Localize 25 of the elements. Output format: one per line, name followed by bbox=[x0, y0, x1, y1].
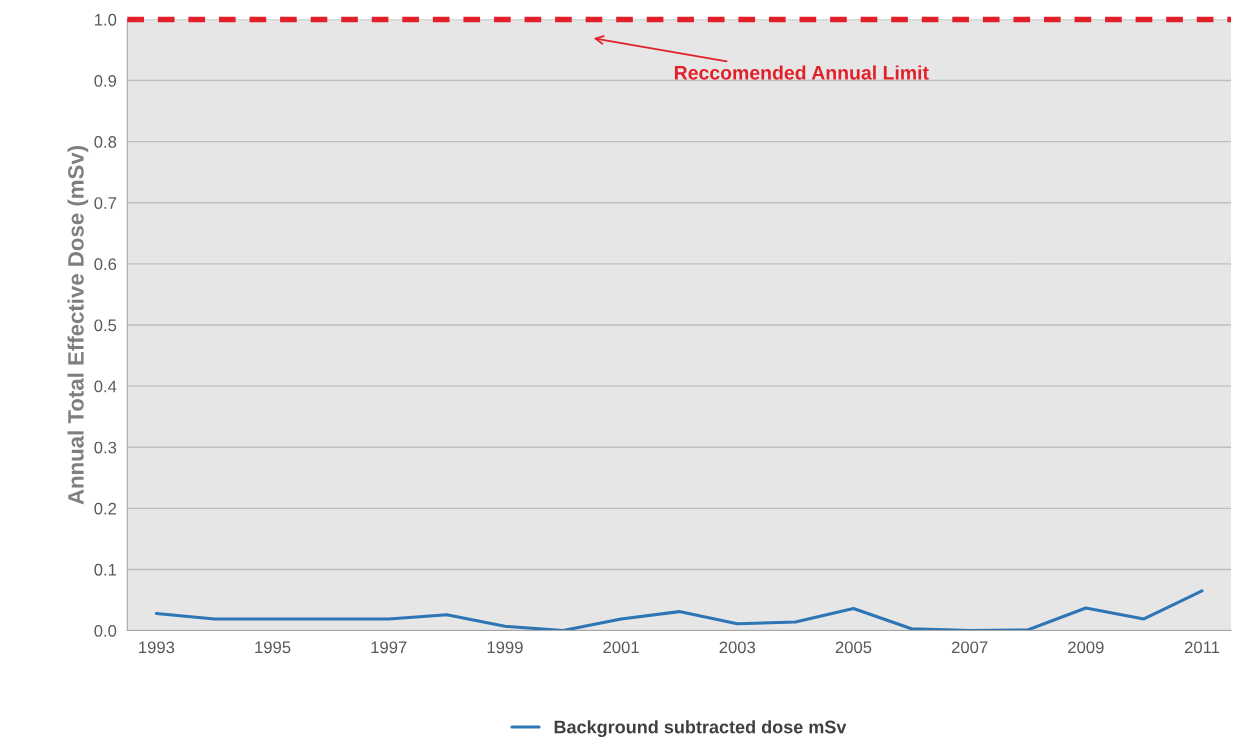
y-tick-label: 0.9 bbox=[94, 74, 117, 87]
x-tick-label: 1997 bbox=[371, 641, 407, 654]
x-tick-label: 1995 bbox=[255, 641, 291, 654]
y-tick-label: 0.3 bbox=[94, 441, 117, 454]
x-tick-label: 2005 bbox=[835, 641, 872, 654]
y-tick-label: 1.0 bbox=[95, 13, 117, 26]
x-tick-label: 2003 bbox=[719, 641, 756, 654]
ref-line-label: Reccomended Annual Limit bbox=[674, 65, 929, 80]
y-tick-label: 0.2 bbox=[94, 502, 117, 515]
x-tick-label: 2007 bbox=[951, 641, 988, 654]
line-series bbox=[154, 589, 1204, 631]
y-tick-label: 0.1 bbox=[94, 563, 117, 576]
y-axis-title: Annual Total Effective Dose (mSv) bbox=[67, 146, 89, 505]
x-tick-label: 1999 bbox=[487, 641, 523, 654]
x-tick-label: 2001 bbox=[603, 641, 639, 654]
y-tick-label: 0.6 bbox=[94, 258, 117, 271]
x-tick-label: 2011 bbox=[1184, 641, 1220, 654]
y-tick-label: 0.0 bbox=[94, 624, 117, 637]
y-tick-label: 0.8 bbox=[94, 136, 117, 148]
legend-label: Background subtracted dose mSv bbox=[554, 720, 847, 738]
y-tick-label: 0.4 bbox=[94, 380, 117, 393]
y-tick-label: 0.7 bbox=[94, 197, 117, 209]
x-tick-label: 1993 bbox=[139, 641, 175, 654]
x-tick-label: 2009 bbox=[1068, 641, 1104, 654]
y-tick-label: 0.5 bbox=[94, 319, 117, 332]
